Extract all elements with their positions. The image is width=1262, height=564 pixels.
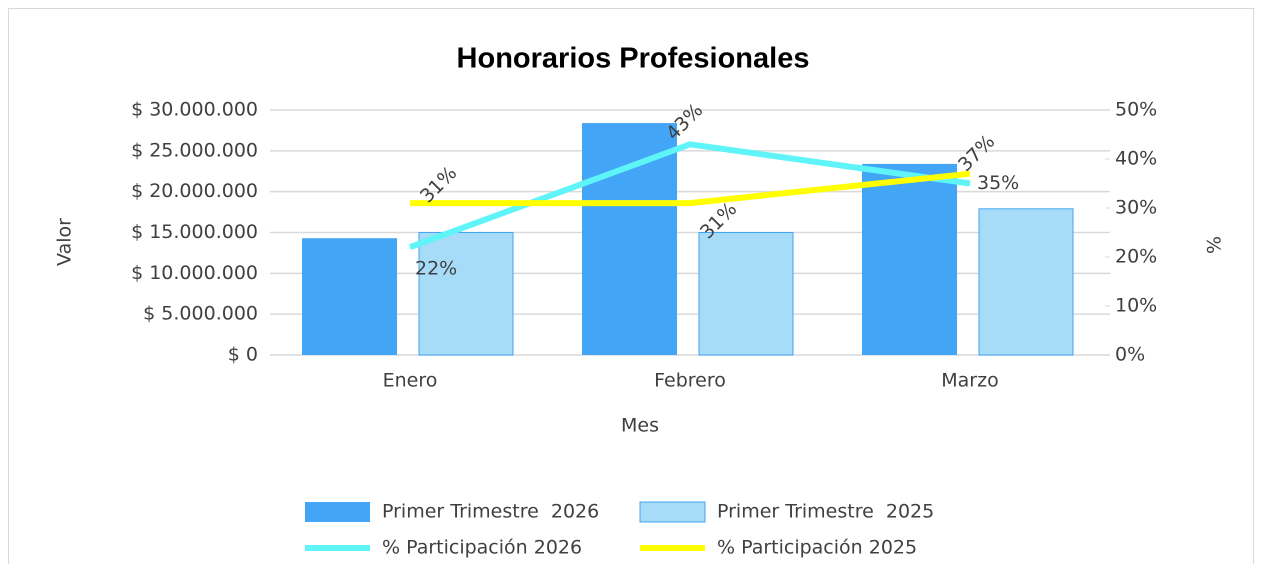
legend-swatch [305, 502, 370, 522]
legend-label: % Participación 2025 [717, 537, 917, 559]
legend-label: Primer Trimestre 2025 [717, 501, 934, 523]
bar [978, 208, 1074, 356]
y2-tick-label: 40% [1115, 148, 1157, 170]
chart-frame [8, 8, 1254, 564]
y2-tick-label: 50% [1115, 99, 1157, 121]
y-tick-label: $ 25.000.000 [131, 139, 258, 161]
line-series [410, 170, 971, 207]
y-axis-title: Valor [54, 218, 76, 266]
legend-label: Primer Trimestre 2026 [382, 501, 599, 523]
bar [418, 232, 514, 356]
y2-tick-label: 10% [1115, 295, 1157, 317]
y-tick-label: $ 30.000.000 [131, 99, 258, 121]
x-axis-title: Mes [621, 415, 659, 437]
x-tick-label: Marzo [941, 370, 998, 392]
data-label: 35% [977, 172, 1019, 194]
bar [582, 123, 677, 355]
y2-tick-label: 20% [1115, 246, 1157, 268]
legend-swatch [639, 501, 706, 523]
y2-tick-label: 0% [1115, 344, 1145, 366]
bar [698, 232, 794, 356]
y-tick-label: $ 20.000.000 [131, 180, 258, 202]
x-tick-label: Febrero [654, 370, 726, 392]
y-tick-label: $ 0 [228, 344, 258, 366]
chart-title: Honorarios Profesionales [457, 43, 810, 75]
y-tick-label: $ 5.000.000 [143, 303, 258, 325]
bar [302, 238, 397, 355]
y-tick-label: $ 15.000.000 [131, 221, 258, 243]
data-label: 37% [954, 131, 999, 176]
y2-tick-label: 30% [1115, 197, 1157, 219]
y2-axis-title: % [1204, 236, 1226, 254]
x-tick-label: Enero [383, 370, 438, 392]
bar [862, 163, 957, 355]
data-label: 22% [415, 258, 457, 280]
y-tick-label: $ 10.000.000 [131, 262, 258, 284]
line-series [408, 141, 971, 251]
legend-label: % Participación 2026 [382, 537, 582, 559]
